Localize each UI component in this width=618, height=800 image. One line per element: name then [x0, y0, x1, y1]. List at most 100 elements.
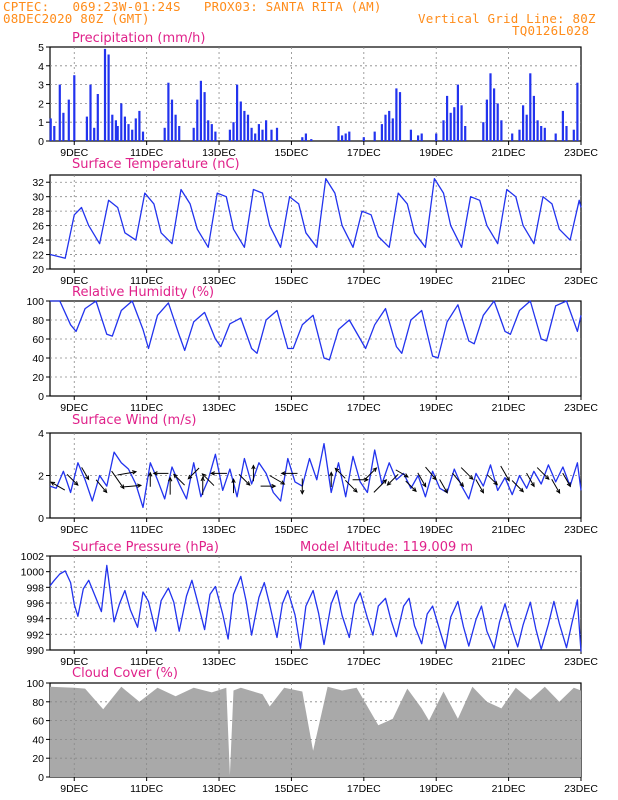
panel2-xtick-label: 13DEC [202, 275, 236, 287]
panel4-series-line [49, 442, 582, 509]
wind-arrow-head [412, 487, 417, 493]
wind-arrow [123, 484, 141, 488]
wind-arrow [50, 481, 66, 491]
panel1-xtick-label: 23DEC [564, 147, 598, 159]
precip-bar [174, 114, 177, 141]
wind-arrow-head [102, 488, 108, 494]
wind-arrow-head [300, 489, 305, 495]
precip-bar [301, 137, 304, 141]
wind-arrow [511, 480, 524, 493]
precip-bar [482, 122, 485, 141]
wind-arrow-head [245, 481, 251, 486]
panel4-ytick-label: 4 [38, 428, 44, 440]
wind-arrow-head [382, 479, 388, 484]
precip-bar [398, 92, 402, 141]
precip-bar [196, 99, 199, 141]
wind-arrow-head [468, 475, 474, 480]
precip-bar [420, 133, 423, 141]
wind-arrow-head [422, 482, 427, 488]
wind-arrow [334, 468, 346, 479]
precip-bar [116, 126, 119, 141]
precip-bar [163, 127, 166, 141]
panel5-ytick-label: 990 [26, 645, 44, 657]
wind-arrow [487, 474, 498, 486]
wind-arrow-head [73, 481, 79, 486]
panel2-title: Surface Temperature (nC) [72, 157, 240, 172]
precip-bar [257, 124, 260, 141]
chart-header: CPTEC: 069:23W-01:24S PROX03: SANTA RITA… [0, 0, 618, 38]
precip-bar [134, 118, 137, 141]
wind-arrow-head [148, 471, 153, 477]
precip-bar [265, 120, 268, 141]
precip-bar [138, 110, 141, 141]
precip-bar [453, 107, 456, 141]
precip-bar [246, 114, 250, 141]
panel4-xtick-label: 15DEC [274, 524, 308, 536]
precip-bar [561, 110, 564, 141]
precip-bar [529, 73, 532, 141]
panel5-xtick-label: 23DEC [564, 656, 598, 668]
precip-bar [89, 84, 92, 141]
wind-arrow [111, 470, 125, 489]
panel3-ytick-label: 60 [32, 334, 44, 346]
precip-bar [409, 129, 412, 141]
panel6-xtick-label: 19DEC [419, 783, 453, 795]
precip-bar [199, 80, 202, 141]
precip-bar [341, 135, 344, 141]
precip-bar [207, 120, 210, 141]
precip-bar [532, 95, 535, 141]
wind-arrow [81, 467, 90, 480]
panel4-xtick-label: 13DEC [202, 524, 236, 536]
wind-arrow-head [280, 480, 286, 485]
precip-bar [449, 112, 452, 141]
precip-bar [214, 131, 217, 141]
panel6-ytick-label: 20 [32, 753, 44, 765]
precip-bar [446, 95, 449, 141]
panel4-ytick-label: 2 [38, 471, 44, 483]
panel2-xtick-label: 19DEC [419, 275, 453, 287]
panel4-xtick-label: 21DEC [492, 524, 526, 536]
panel5-title: Surface Pressure (hPa) [72, 540, 219, 555]
panel3-xtick-label: 17DEC [347, 402, 381, 414]
wind-arrow-head [209, 471, 215, 476]
precip-bar [540, 126, 543, 141]
panel3-xtick-label: 19DEC [419, 402, 453, 414]
wind-arrow [395, 469, 409, 478]
wind-arrow-head [85, 475, 90, 481]
wind-arrow-head [530, 482, 535, 488]
precip-bar [391, 118, 394, 141]
wind-arrow-head [544, 475, 550, 480]
wind-arrow [551, 479, 561, 494]
wind-arrow [95, 479, 108, 493]
precip-bar [522, 105, 525, 141]
wind-arrow [373, 479, 387, 493]
panel5-xtick-label: 13DEC [202, 656, 236, 668]
precip-bar [348, 131, 351, 141]
precip-bar [96, 94, 99, 141]
precip-bar [536, 120, 539, 141]
panel5-xtick-label: 15DEC [274, 656, 308, 668]
panel4-xtick-label: 9DEC [60, 524, 88, 536]
precip-bar [73, 75, 76, 141]
wind-arrow-head [334, 467, 340, 473]
panel3-series-line [50, 300, 582, 361]
panel4-xtick-label: 23DEC [564, 524, 598, 536]
panel6-xtick-label: 23DEC [564, 783, 598, 795]
wind-arrow-head [231, 477, 236, 483]
panel6-xtick-label: 21DEC [492, 783, 526, 795]
precip-bar [228, 129, 231, 141]
panel1-xtick-label: 13DEC [202, 147, 236, 159]
panel5-xtick-label: 21DEC [492, 656, 526, 668]
precip-bar [572, 129, 575, 141]
wind-arrow-head [200, 476, 205, 482]
precip-bar [239, 101, 242, 141]
wind-arrow-head [432, 475, 437, 481]
wind-arrow [500, 465, 510, 481]
panel2-xtick-label: 11DEC [130, 275, 163, 287]
wind-arrow [526, 472, 535, 487]
wind-arrow-head [443, 488, 448, 494]
panel4-xtick-label: 11DEC [130, 524, 163, 536]
precip-bar [192, 127, 195, 141]
wind-arrow-head [556, 488, 561, 494]
wind-arrow [439, 479, 448, 493]
